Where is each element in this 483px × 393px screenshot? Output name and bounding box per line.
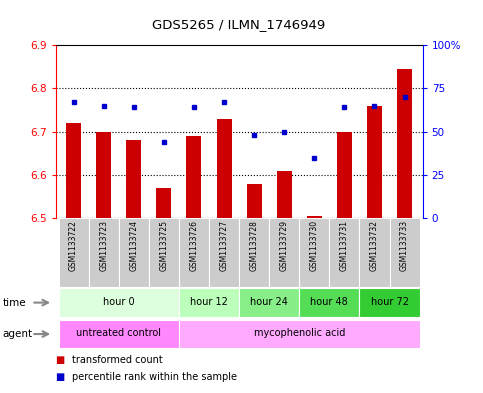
Text: GSM1133732: GSM1133732 bbox=[370, 220, 379, 271]
Text: GSM1133730: GSM1133730 bbox=[310, 220, 319, 271]
Bar bbox=[216, 119, 231, 218]
Bar bbox=[119, 218, 149, 287]
Text: hour 12: hour 12 bbox=[190, 297, 228, 307]
Text: hour 72: hour 72 bbox=[370, 297, 409, 307]
Text: hour 48: hour 48 bbox=[311, 297, 348, 307]
Text: time: time bbox=[2, 298, 26, 308]
Text: GSM1133729: GSM1133729 bbox=[280, 220, 289, 271]
Bar bbox=[359, 288, 420, 317]
Bar bbox=[269, 218, 299, 287]
Text: GSM1133723: GSM1133723 bbox=[99, 220, 108, 271]
Text: GSM1133733: GSM1133733 bbox=[400, 220, 409, 271]
Text: GSM1133724: GSM1133724 bbox=[129, 220, 138, 271]
Bar bbox=[247, 184, 262, 218]
Text: GDS5265 / ILMN_1746949: GDS5265 / ILMN_1746949 bbox=[153, 18, 326, 31]
Bar bbox=[389, 218, 420, 287]
Bar bbox=[179, 320, 420, 348]
Bar bbox=[149, 218, 179, 287]
Bar bbox=[239, 288, 299, 317]
Text: GSM1133728: GSM1133728 bbox=[250, 220, 258, 271]
Bar bbox=[239, 218, 269, 287]
Bar bbox=[329, 218, 359, 287]
Bar bbox=[179, 218, 209, 287]
Bar bbox=[397, 69, 412, 218]
Bar bbox=[337, 132, 352, 218]
Text: GSM1133726: GSM1133726 bbox=[189, 220, 199, 271]
Text: ■: ■ bbox=[56, 354, 65, 365]
Bar bbox=[58, 320, 179, 348]
Text: percentile rank within the sample: percentile rank within the sample bbox=[72, 372, 238, 382]
Text: GSM1133731: GSM1133731 bbox=[340, 220, 349, 271]
Bar bbox=[58, 218, 89, 287]
Bar bbox=[58, 288, 179, 317]
Bar bbox=[126, 140, 142, 218]
Bar bbox=[359, 218, 389, 287]
Text: agent: agent bbox=[2, 329, 32, 339]
Text: GSM1133722: GSM1133722 bbox=[69, 220, 78, 271]
Text: hour 0: hour 0 bbox=[103, 297, 135, 307]
Text: transformed count: transformed count bbox=[72, 354, 163, 365]
Bar bbox=[367, 106, 382, 218]
Text: ■: ■ bbox=[56, 372, 65, 382]
Bar bbox=[277, 171, 292, 218]
Text: hour 24: hour 24 bbox=[250, 297, 288, 307]
Bar bbox=[186, 136, 201, 218]
Bar bbox=[96, 132, 111, 218]
Bar bbox=[89, 218, 119, 287]
Bar bbox=[66, 123, 81, 218]
Text: GSM1133727: GSM1133727 bbox=[220, 220, 228, 271]
Bar bbox=[307, 216, 322, 218]
Bar bbox=[156, 188, 171, 218]
Text: GSM1133725: GSM1133725 bbox=[159, 220, 169, 271]
Bar bbox=[179, 288, 239, 317]
Bar bbox=[299, 288, 359, 317]
Text: untreated control: untreated control bbox=[76, 329, 161, 338]
Text: mycophenolic acid: mycophenolic acid bbox=[254, 329, 345, 338]
Bar bbox=[299, 218, 329, 287]
Bar bbox=[209, 218, 239, 287]
